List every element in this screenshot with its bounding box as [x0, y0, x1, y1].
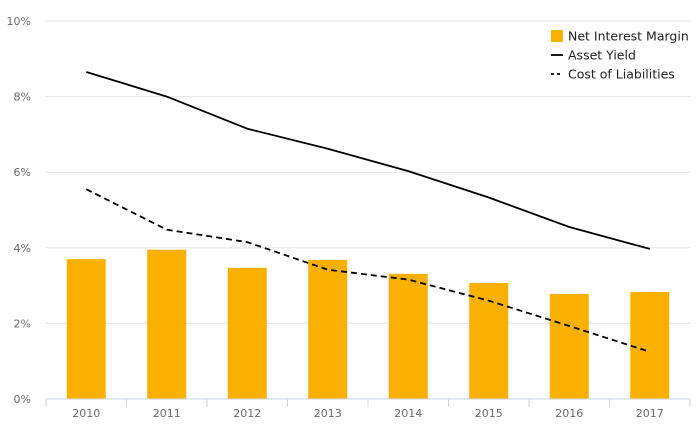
y-tick-label: 10%: [7, 15, 31, 28]
bars: [66, 249, 670, 399]
legend-item-label[interactable]: Asset Yield: [568, 48, 636, 63]
x-tick-label: 2016: [555, 407, 583, 420]
y-tick-label: 8%: [14, 91, 31, 104]
bar-2015[interactable]: [469, 282, 509, 399]
lines: [85, 71, 651, 353]
legend-item-label[interactable]: Net Interest Margin: [568, 29, 689, 44]
x-axis: 2010 2011 2012 2013 2014 2015 2016 2017: [45, 398, 691, 420]
y-axis-ticks: 0% 2% 4% 6% 8% 10%: [7, 15, 31, 406]
x-tick-label: 2012: [233, 407, 261, 420]
y-tick-label: 6%: [14, 166, 31, 179]
legend-item-label[interactable]: Cost of Liabilities: [568, 67, 675, 82]
bar-2012[interactable]: [227, 267, 267, 399]
bar-2017[interactable]: [630, 292, 670, 399]
x-tick-label: 2013: [314, 407, 342, 420]
x-tick-label: 2010: [72, 407, 100, 420]
x-tick-label: 2017: [636, 407, 664, 420]
bar-2011[interactable]: [147, 249, 187, 399]
x-tick-label: 2011: [153, 407, 181, 420]
legend[interactable]: Net Interest Margin Asset Yield Cost of Li…: [551, 29, 689, 82]
bar-2010[interactable]: [66, 259, 106, 399]
bar-2016[interactable]: [549, 293, 589, 399]
y-tick-label: 2%: [14, 317, 31, 330]
y-tick-label: 0%: [14, 393, 31, 406]
legend-swatch-bar: [551, 30, 563, 42]
y-tick-label: 4%: [14, 242, 31, 255]
bar-2014[interactable]: [388, 273, 428, 399]
bar-2013[interactable]: [308, 259, 348, 399]
cost-of-liabilities-line[interactable]: [85, 188, 651, 353]
asset-yield-line[interactable]: [86, 71, 651, 250]
x-tick-label: 2014: [394, 407, 422, 420]
x-tick-label: 2015: [475, 407, 503, 420]
